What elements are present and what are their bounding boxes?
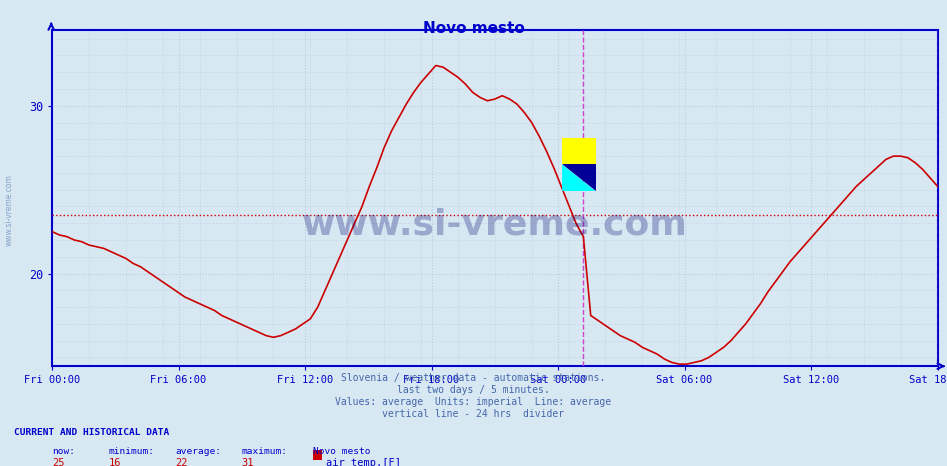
Text: 31: 31 <box>241 458 254 466</box>
Text: minimum:: minimum: <box>109 447 155 456</box>
Text: air temp.[F]: air temp.[F] <box>326 458 401 466</box>
Text: CURRENT AND HISTORICAL DATA: CURRENT AND HISTORICAL DATA <box>14 428 170 437</box>
Text: www.si-vreme.com: www.si-vreme.com <box>302 208 688 242</box>
Text: Novo mesto: Novo mesto <box>313 447 370 456</box>
Text: maximum:: maximum: <box>241 447 288 456</box>
Text: vertical line - 24 hrs  divider: vertical line - 24 hrs divider <box>383 409 564 419</box>
Text: Slovenia / weather data - automatic stations.: Slovenia / weather data - automatic stat… <box>341 373 606 383</box>
Text: 22: 22 <box>175 458 188 466</box>
Text: Novo mesto: Novo mesto <box>422 21 525 36</box>
Text: www.si-vreme.com: www.si-vreme.com <box>5 174 14 246</box>
Text: Values: average  Units: imperial  Line: average: Values: average Units: imperial Line: av… <box>335 397 612 407</box>
Text: 25: 25 <box>52 458 64 466</box>
Text: last two days / 5 minutes.: last two days / 5 minutes. <box>397 385 550 395</box>
Text: average:: average: <box>175 447 222 456</box>
Text: now:: now: <box>52 447 75 456</box>
Text: 16: 16 <box>109 458 121 466</box>
